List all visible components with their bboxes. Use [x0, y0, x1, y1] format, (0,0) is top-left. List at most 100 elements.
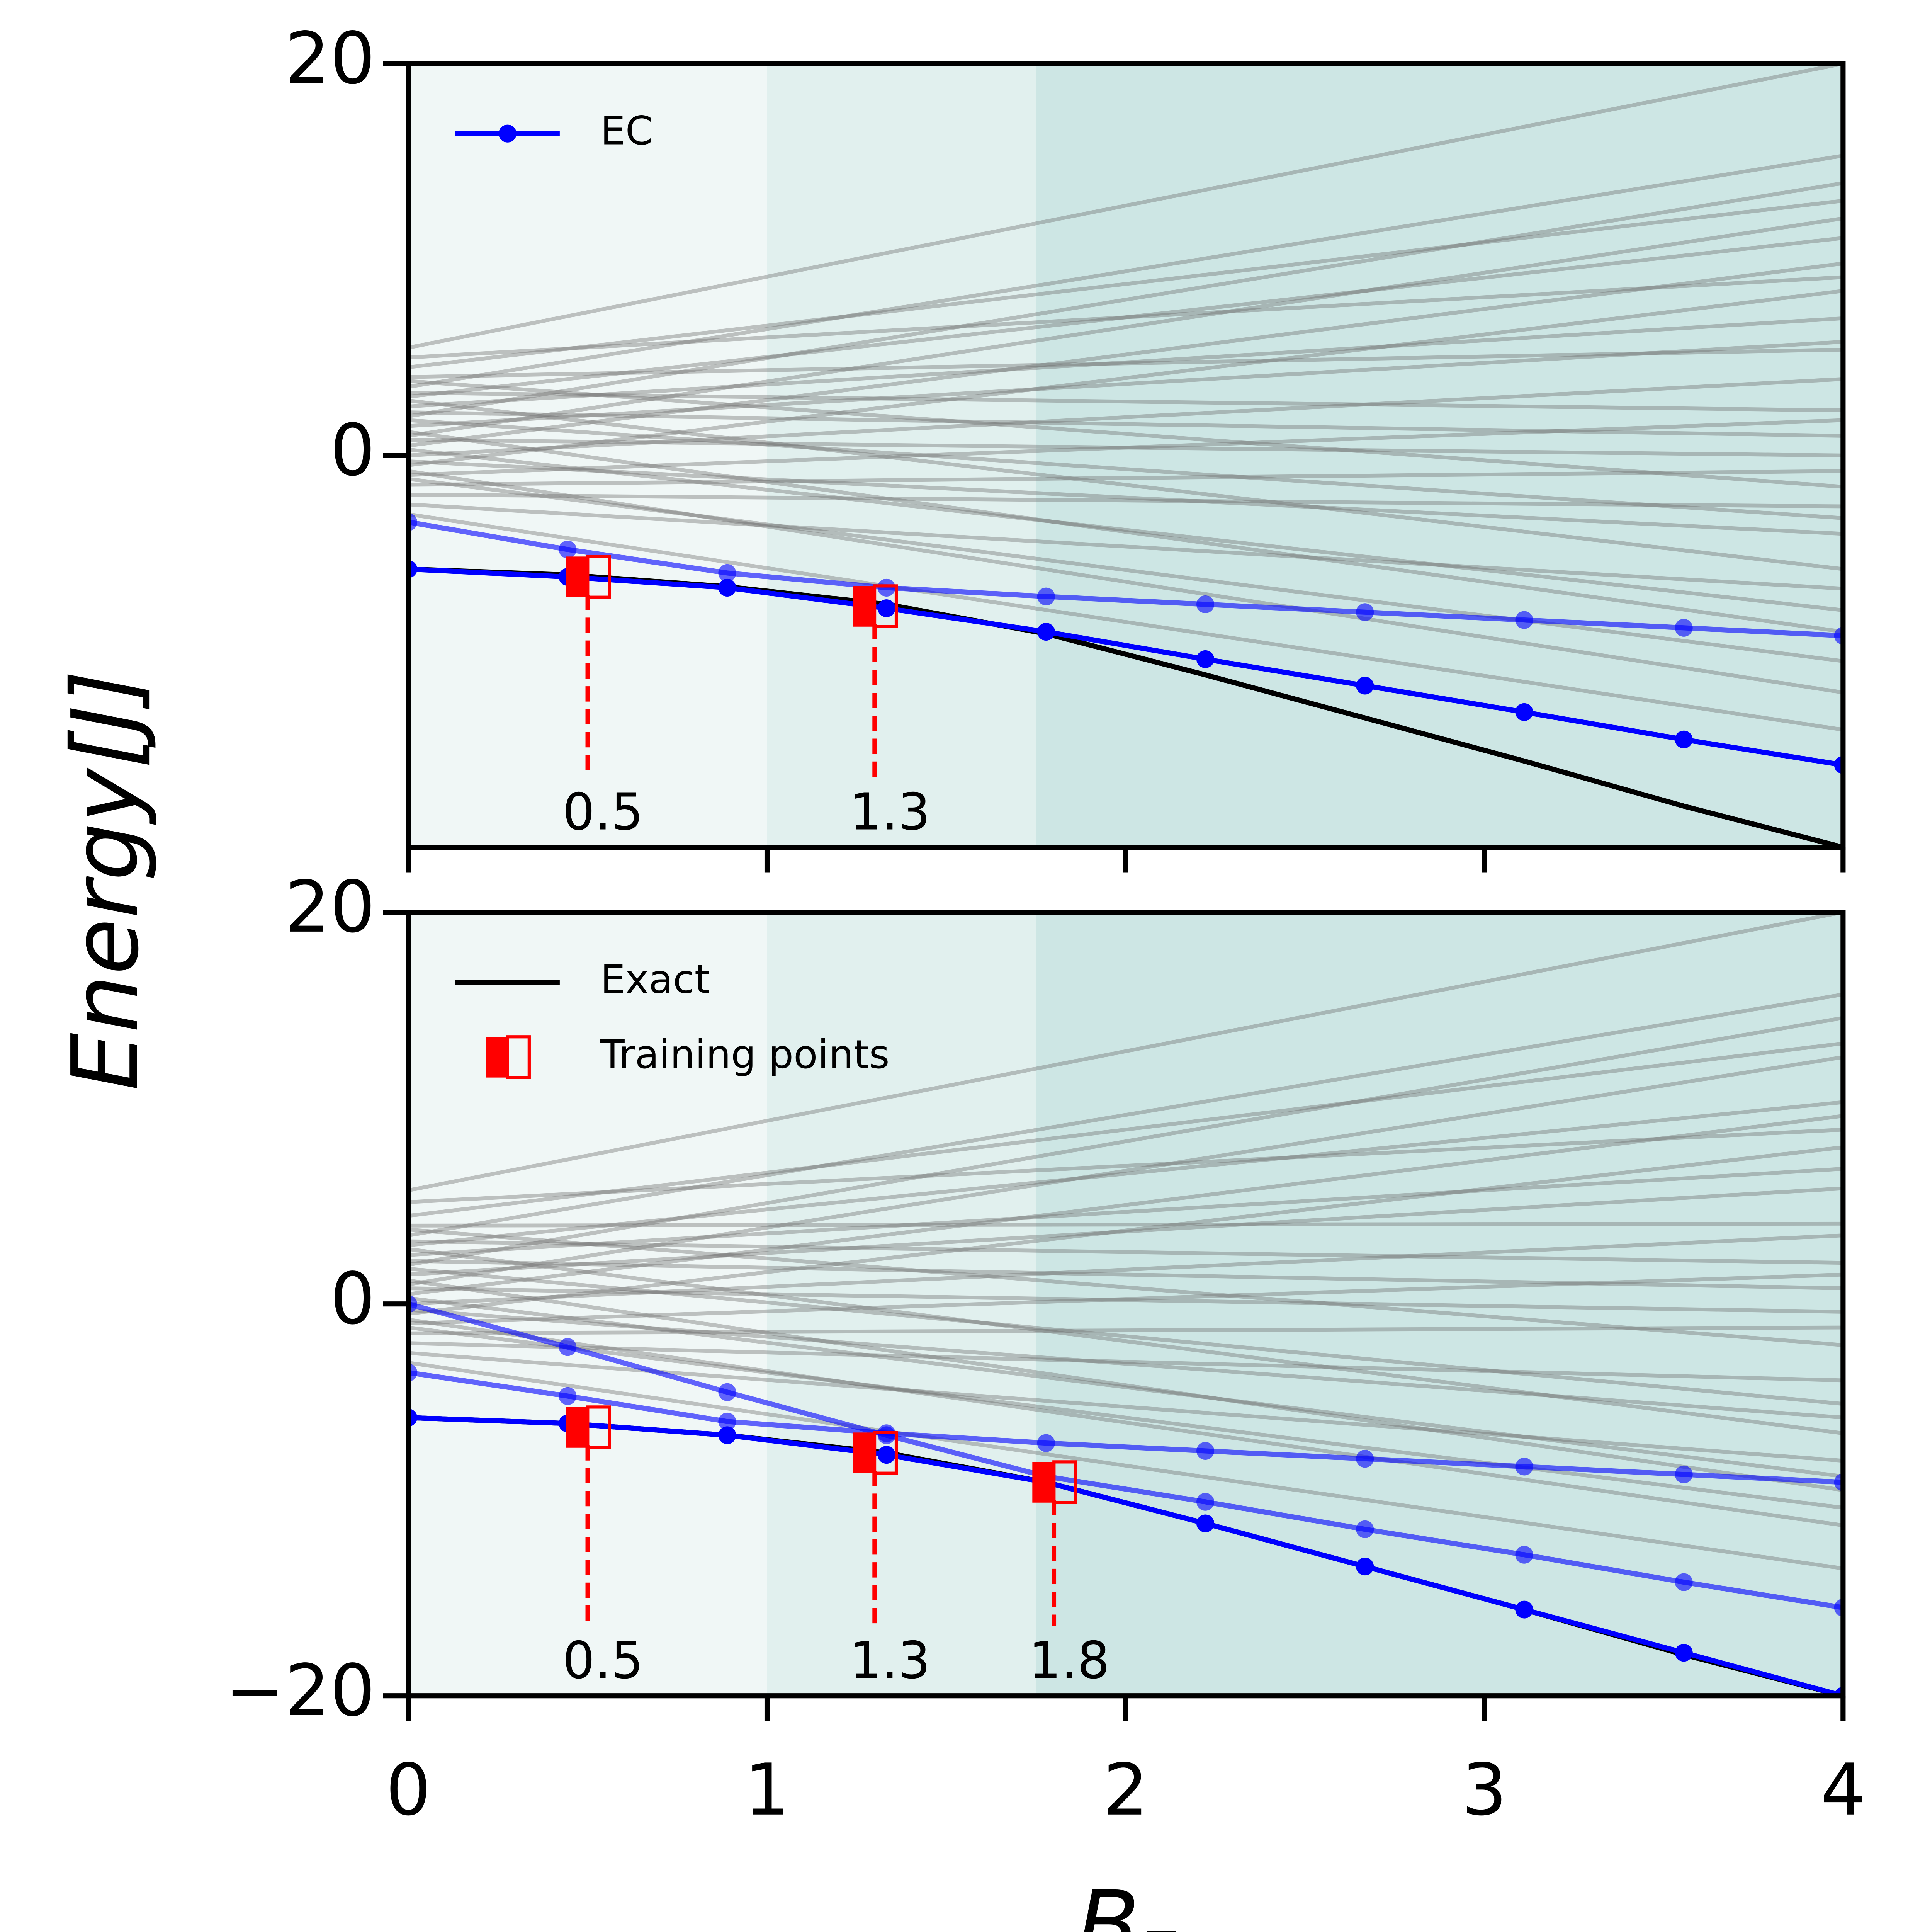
spectrum-line	[408, 1145, 1843, 1316]
spectrum-line	[408, 275, 1843, 360]
series-marker	[1675, 1465, 1693, 1483]
training-marker-filled	[853, 586, 875, 627]
series-marker	[1356, 1558, 1374, 1576]
spectrum-line	[408, 992, 1843, 1238]
spectrum-line	[408, 1267, 1843, 1406]
legend-training-open	[506, 1035, 531, 1079]
spectrum-line	[408, 391, 1843, 412]
spectrum-line	[408, 493, 1843, 509]
spectrum-line	[408, 1259, 1843, 1291]
spectrum-line	[408, 1286, 1843, 1314]
x-tick-label: 4	[1820, 1749, 1866, 1832]
spectrum-line	[408, 1361, 1843, 1571]
training-label: 0.5	[562, 783, 643, 842]
spectrum-line	[408, 1318, 1843, 1527]
spectrum-line	[408, 1167, 1843, 1257]
series-marker	[559, 1338, 577, 1356]
series-line	[408, 1415, 1843, 1696]
x-tick-label: 0	[386, 1749, 431, 1832]
series-line	[408, 566, 1843, 768]
shaded-region	[1036, 63, 1843, 847]
y-tick-label: 20	[285, 866, 375, 949]
training-marker-filled	[1032, 1462, 1054, 1503]
x-axis-label: Bz	[1077, 1871, 1176, 1932]
spectrum-line	[408, 316, 1843, 408]
spectrum-line	[408, 398, 1843, 571]
legend-training-filled	[486, 1037, 508, 1078]
spectrum-line	[408, 512, 1843, 732]
series-marker	[1196, 1493, 1215, 1511]
series-marker	[1356, 1450, 1374, 1468]
plot-area	[408, 63, 1843, 847]
series-marker	[1515, 703, 1533, 721]
series-marker	[1196, 1514, 1215, 1532]
spectrum-line	[408, 447, 1843, 612]
training-label: 1.3	[850, 783, 930, 842]
spectrum-line	[408, 1272, 1843, 1326]
shaded-region	[767, 912, 1036, 1696]
series-marker	[1196, 1442, 1215, 1460]
spectrum-line	[408, 1221, 1843, 1228]
series-marker	[1675, 730, 1693, 748]
series-marker	[718, 1412, 736, 1430]
spectrum-line	[408, 181, 1843, 418]
training-marker-open	[873, 584, 898, 628]
spectrum-line	[408, 459, 1843, 536]
series-marker	[1196, 650, 1215, 668]
spectrum-line	[408, 1278, 1843, 1492]
spectrum-line	[408, 502, 1843, 591]
spectrum-line	[408, 154, 1843, 389]
series-marker	[1515, 1458, 1533, 1476]
spectrum-line	[408, 289, 1843, 467]
series-marker	[877, 1446, 895, 1464]
spectrum-line	[408, 1239, 1843, 1265]
spectrum-line	[408, 63, 1843, 350]
spectrum-line	[408, 430, 1843, 634]
spectrum-line	[408, 1041, 1843, 1218]
legend-label: EC	[600, 108, 653, 154]
series-marker	[1356, 677, 1374, 695]
series-marker	[1037, 622, 1055, 641]
series-marker	[1356, 603, 1374, 621]
legend-marker	[498, 124, 517, 143]
series-marker	[1356, 1520, 1374, 1538]
spectrum-line	[408, 1114, 1843, 1296]
series-marker	[1515, 1600, 1533, 1619]
series-line	[408, 1301, 1843, 1611]
series-marker	[1515, 611, 1533, 629]
spectrum-line	[408, 1341, 1843, 1383]
spectrum-line	[408, 340, 1843, 428]
spectrum-line	[408, 1247, 1843, 1435]
y-tick-label: 0	[330, 409, 375, 492]
spectrum-line	[408, 477, 1843, 663]
spectrum-line	[408, 261, 1843, 448]
series-marker	[1037, 587, 1055, 605]
x-tick-label: 1	[744, 1749, 790, 1832]
series-marker	[1675, 1573, 1693, 1591]
spectrum-line	[408, 379, 1843, 489]
spectrum-line	[408, 1100, 1843, 1247]
training-marker-open	[1052, 1460, 1077, 1504]
y-tick-label: −20	[225, 1650, 375, 1732]
series-line	[408, 1370, 1843, 1485]
x-axis-label-base: B	[1077, 1871, 1140, 1932]
y-tick-label: 20	[285, 17, 375, 100]
plot-area	[408, 912, 1843, 1696]
spectrum-line	[408, 1308, 1843, 1420]
training-marker-open	[873, 1431, 898, 1475]
series-marker	[877, 1426, 895, 1444]
spectrum-line	[408, 377, 1843, 457]
series-marker	[877, 578, 895, 597]
training-label: 1.3	[850, 1631, 930, 1690]
series-marker	[877, 599, 895, 617]
series-marker	[1675, 1644, 1693, 1662]
x-axis-label-sub: z	[1139, 1906, 1176, 1932]
series-marker	[718, 564, 736, 582]
series-marker	[1675, 619, 1693, 637]
y-tick-label: 0	[330, 1258, 375, 1340]
spectrum-line	[408, 236, 1843, 399]
spectrum-line	[408, 1055, 1843, 1286]
shaded-region	[1036, 912, 1843, 1696]
